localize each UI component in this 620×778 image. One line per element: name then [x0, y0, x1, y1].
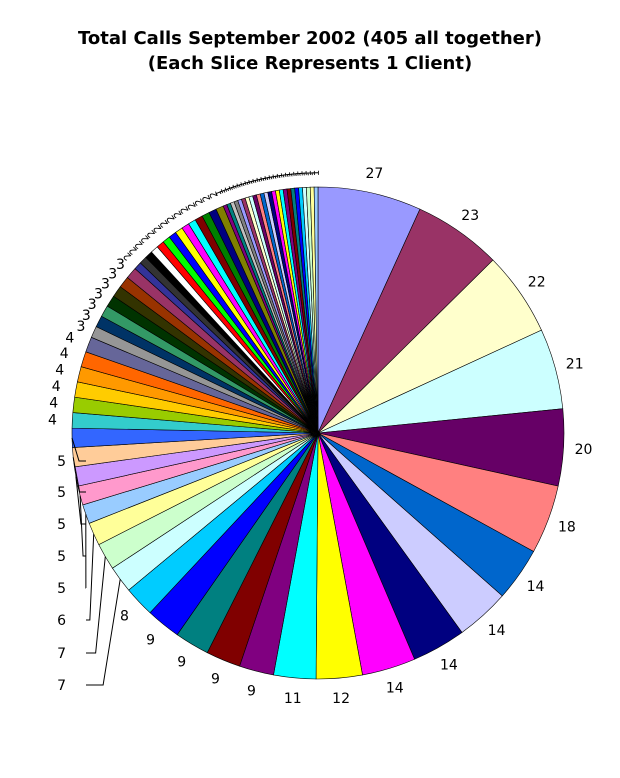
slice-value-label: 3 — [94, 287, 103, 303]
slice-value-label: 1 — [225, 183, 237, 193]
slice-value-label: 1 — [311, 170, 322, 176]
slice-value-label: 27 — [365, 166, 383, 182]
leader-line — [72, 457, 86, 493]
slice-value-label: 9 — [211, 671, 220, 687]
slice-value-label: 1 — [294, 170, 305, 177]
slice-value-label: 1 — [298, 170, 309, 177]
slice-value-label: 1 — [307, 170, 318, 177]
slice-value-label: 3 — [116, 257, 125, 273]
slice-value-label: 1 — [245, 177, 257, 186]
slice-value-label: 1 — [270, 172, 282, 180]
leader-line — [86, 579, 121, 686]
slice-value-label: 14 — [527, 579, 545, 595]
leader-line — [71, 437, 86, 462]
slice-value-label: 11 — [284, 691, 302, 707]
slice-value-label: 1 — [237, 179, 249, 188]
slice-value-label: 1 — [218, 186, 231, 196]
slice-value-label: 1 — [214, 187, 227, 197]
slice-value-label: 14 — [386, 681, 404, 697]
slice-value-label: 18 — [558, 520, 576, 536]
slice-value-label: 9 — [146, 633, 155, 649]
pie-slice — [313, 186, 319, 434]
slice-value-label: 1 — [303, 170, 314, 177]
slice-value-label: 3 — [101, 276, 110, 292]
slice-value-label: 14 — [440, 658, 458, 674]
slice-value-label: 2 — [193, 196, 206, 207]
slice-value-label: 1 — [278, 171, 290, 179]
slice-value-label: 8 — [120, 608, 129, 624]
slice-value-label: 1 — [222, 184, 235, 194]
slice-value-label: 14 — [488, 623, 506, 639]
leader-line — [86, 534, 95, 621]
slice-value-label: 3 — [77, 319, 86, 335]
slice-value-label: 4 — [49, 396, 58, 412]
slice-labels: 2723222120181414141412119999877655555444… — [48, 166, 592, 707]
leader-line — [86, 556, 106, 654]
leader-lines — [71, 437, 121, 686]
slice-value-label: 7 — [57, 678, 66, 694]
leader-line — [75, 476, 86, 525]
slice-value-label: 2 — [172, 208, 185, 219]
slice-value-label: 2 — [179, 204, 192, 215]
slice-value-label: 9 — [177, 654, 186, 670]
slice-value-label: 2 — [152, 222, 165, 234]
slice-value-label: 1 — [265, 173, 277, 181]
pie-slices — [71, 186, 565, 680]
slice-value-label: 4 — [52, 379, 61, 395]
slice-value-label: 23 — [461, 208, 479, 224]
slice-value-label: 6 — [57, 613, 66, 629]
slice-value-label: 1 — [229, 182, 241, 192]
slice-value-label: 7 — [57, 646, 66, 662]
slice-value-label: 5 — [57, 581, 66, 597]
slice-value-label: 1 — [286, 171, 298, 178]
slice-value-label: 4 — [48, 412, 57, 428]
leader-line — [79, 495, 86, 557]
slice-value-label: 2 — [145, 227, 158, 239]
slice-value-label: 4 — [65, 330, 74, 346]
slice-value-label: 1 — [274, 172, 286, 180]
slice-value-label: 20 — [575, 442, 593, 458]
slice-value-label: 1 — [257, 175, 269, 184]
slice-value-label: 2 — [186, 200, 199, 211]
slice-value-label: 2 — [165, 213, 178, 224]
slice-value-label: 1 — [253, 175, 265, 184]
slice-value-label: 9 — [247, 684, 256, 700]
slice-value-label: 3 — [88, 297, 97, 313]
slice-value-label: 1 — [241, 178, 253, 187]
slice-value-label: 1 — [249, 176, 261, 185]
slice-value-label: 5 — [57, 549, 66, 565]
slice-value-label: 1 — [233, 180, 245, 189]
slice-value-label: 5 — [57, 485, 66, 501]
slice-value-label: 3 — [108, 266, 117, 282]
slice-value-label: 3 — [82, 308, 91, 324]
slice-value-label: 2 — [208, 189, 221, 199]
slice-value-label: 4 — [55, 362, 64, 378]
slice-value-label: 1 — [282, 171, 294, 179]
slice-value-label: 2 — [201, 193, 214, 203]
slice-value-label: 21 — [566, 356, 584, 372]
slice-value-label: 5 — [57, 517, 66, 533]
slice-value-label: 1 — [290, 170, 302, 177]
slice-value-label: 22 — [528, 275, 546, 291]
slice-value-label: 5 — [57, 454, 66, 470]
chart-subtitle: (Each Slice Represents 1 Client) — [147, 53, 473, 74]
chart-title: Total Calls September 2002 (405 all toge… — [78, 28, 542, 49]
slice-value-label: 2 — [158, 217, 171, 229]
slice-value-label: 4 — [60, 346, 69, 362]
slice-value-label: 1 — [261, 174, 273, 182]
slice-value-label: 12 — [332, 691, 350, 707]
pie-slice — [317, 186, 421, 434]
